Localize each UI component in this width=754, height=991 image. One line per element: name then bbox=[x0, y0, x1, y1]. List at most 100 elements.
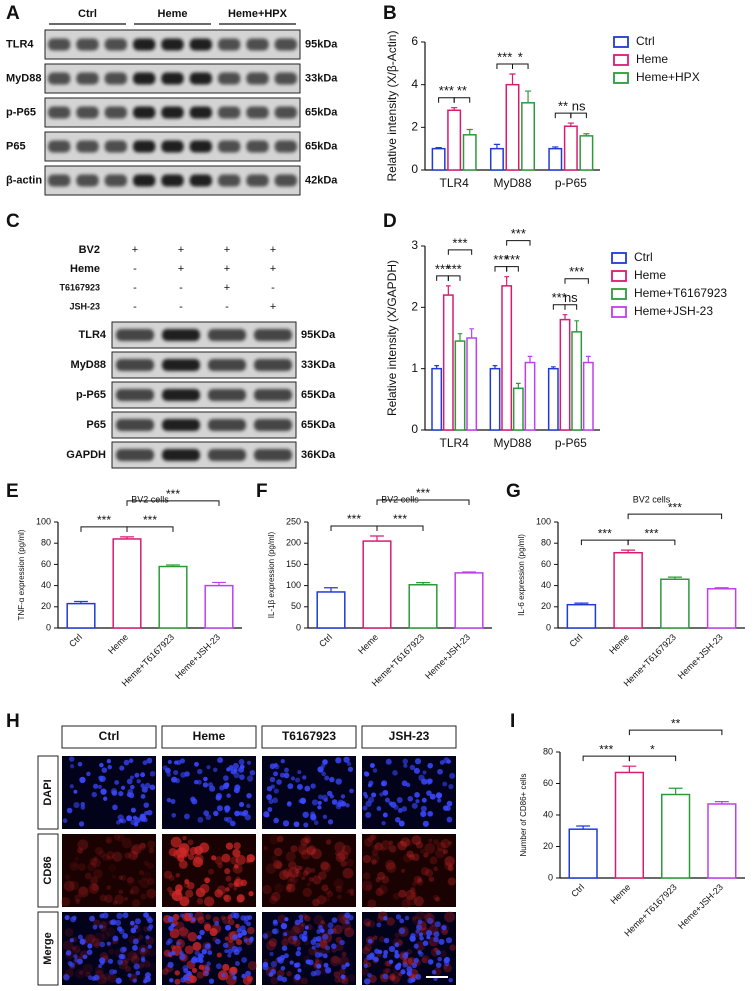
y-tick-label: 100 bbox=[36, 516, 51, 526]
condition-sign: - bbox=[133, 263, 137, 275]
cd86-signal bbox=[228, 882, 234, 888]
bar bbox=[466, 337, 478, 431]
cd86-signal bbox=[274, 883, 284, 894]
band-name: GAPDH bbox=[66, 449, 106, 461]
condition-sign: + bbox=[270, 244, 276, 256]
blot-band bbox=[246, 38, 269, 51]
cd86-signal bbox=[440, 838, 451, 849]
cd86-signal bbox=[265, 863, 277, 874]
cd86-signal bbox=[168, 847, 178, 857]
dapi-nucleus bbox=[170, 799, 176, 804]
cd86-signal bbox=[335, 943, 344, 952]
cd86-signal bbox=[448, 866, 454, 872]
dapi-nucleus bbox=[329, 776, 335, 783]
dapi-nucleus bbox=[221, 972, 226, 978]
condition-name: Heme bbox=[70, 263, 100, 275]
error-bar bbox=[462, 571, 476, 573]
blot-band bbox=[161, 38, 184, 51]
dapi-nucleus bbox=[143, 802, 150, 808]
blot-band bbox=[208, 389, 246, 401]
dapi-nucleus bbox=[166, 797, 172, 803]
cd86-signal bbox=[121, 959, 129, 967]
dapi-nucleus bbox=[139, 813, 146, 820]
dapi-nucleus bbox=[237, 932, 243, 938]
cd86-signal bbox=[71, 944, 81, 954]
dapi-nucleus bbox=[118, 790, 124, 797]
significance-bracket bbox=[376, 499, 470, 505]
dapi-nucleus bbox=[232, 975, 237, 980]
dapi-nucleus bbox=[141, 786, 148, 793]
column-header-box bbox=[61, 725, 157, 749]
y-tick-label: 6 bbox=[411, 34, 418, 48]
cd86-signal bbox=[316, 895, 327, 905]
dapi-nucleus bbox=[116, 912, 123, 920]
dapi-nucleus bbox=[140, 794, 146, 799]
cd86-signal bbox=[411, 916, 417, 921]
dapi-nucleus bbox=[420, 805, 427, 812]
condition-sign: - bbox=[271, 282, 275, 294]
blot-band bbox=[208, 419, 246, 431]
error-bar bbox=[434, 365, 439, 369]
dapi-nucleus bbox=[297, 968, 302, 973]
dapi-nucleus bbox=[327, 819, 334, 825]
x-tick-label: p-P65 bbox=[555, 176, 587, 190]
dapi-nucleus bbox=[103, 796, 108, 801]
dapi-nucleus bbox=[169, 978, 174, 983]
dapi-nucleus bbox=[287, 801, 292, 806]
micrograph bbox=[162, 834, 256, 907]
error-bar bbox=[667, 576, 682, 580]
error-bar bbox=[457, 333, 463, 342]
y-tick-label: 40 bbox=[543, 809, 553, 819]
cd86-signal bbox=[333, 878, 344, 889]
dapi-nucleus bbox=[179, 913, 185, 918]
dapi-nucleus bbox=[140, 956, 146, 961]
dapi-nucleus bbox=[140, 772, 146, 778]
cd86-signal bbox=[341, 844, 352, 855]
cd86-signal bbox=[131, 899, 141, 908]
cd86-signal bbox=[130, 885, 140, 895]
cd86-signal bbox=[401, 898, 411, 909]
dapi-nucleus bbox=[89, 915, 95, 922]
dapi-nucleus bbox=[143, 979, 148, 984]
bar bbox=[548, 147, 563, 171]
dapi-nucleus bbox=[399, 918, 405, 924]
cd86-signal bbox=[93, 942, 100, 949]
band-name: MyD88 bbox=[6, 72, 41, 84]
band-size: 65kDa bbox=[305, 106, 338, 118]
significance-label: ** bbox=[671, 716, 681, 730]
cd86-signal bbox=[302, 870, 309, 877]
dapi-nucleus bbox=[388, 959, 394, 964]
dapi-nucleus bbox=[345, 919, 350, 925]
x-tick-label: Heme bbox=[106, 632, 130, 656]
cd86-signal bbox=[211, 855, 217, 861]
significance-bracket bbox=[496, 63, 513, 69]
dapi-nucleus bbox=[381, 820, 386, 826]
cd86-signal bbox=[72, 946, 77, 951]
cd86-signal bbox=[425, 868, 434, 877]
column-header: Ctrl bbox=[99, 729, 120, 743]
dapi-nucleus bbox=[245, 970, 251, 977]
cd86-signal bbox=[276, 969, 285, 978]
dapi-nucleus bbox=[112, 804, 118, 811]
significance-bracket bbox=[580, 539, 629, 546]
y-tick-label: 80 bbox=[543, 746, 553, 756]
legend-label: Ctrl bbox=[634, 250, 653, 264]
cd86-signal bbox=[130, 955, 140, 965]
significance-label: *** bbox=[569, 264, 584, 279]
cd86-signal bbox=[187, 853, 195, 861]
x-tick-label: Ctrl bbox=[317, 632, 334, 649]
dapi-nucleus bbox=[433, 936, 439, 943]
dapi-nucleus bbox=[322, 814, 328, 820]
legend-label: Heme+HPX bbox=[636, 70, 700, 84]
dapi-nucleus bbox=[86, 949, 93, 956]
dapi-nucleus bbox=[413, 957, 419, 964]
condition-sign: + bbox=[224, 263, 230, 275]
x-tick-label: Ctrl bbox=[67, 632, 84, 649]
dapi-nucleus bbox=[249, 769, 256, 776]
blot-band bbox=[161, 106, 184, 119]
dapi-nucleus bbox=[310, 813, 317, 820]
y-tick-label: 100 bbox=[286, 580, 301, 590]
blot-band bbox=[161, 140, 184, 153]
dapi-nucleus bbox=[321, 771, 326, 777]
dapi-nucleus bbox=[277, 975, 283, 982]
